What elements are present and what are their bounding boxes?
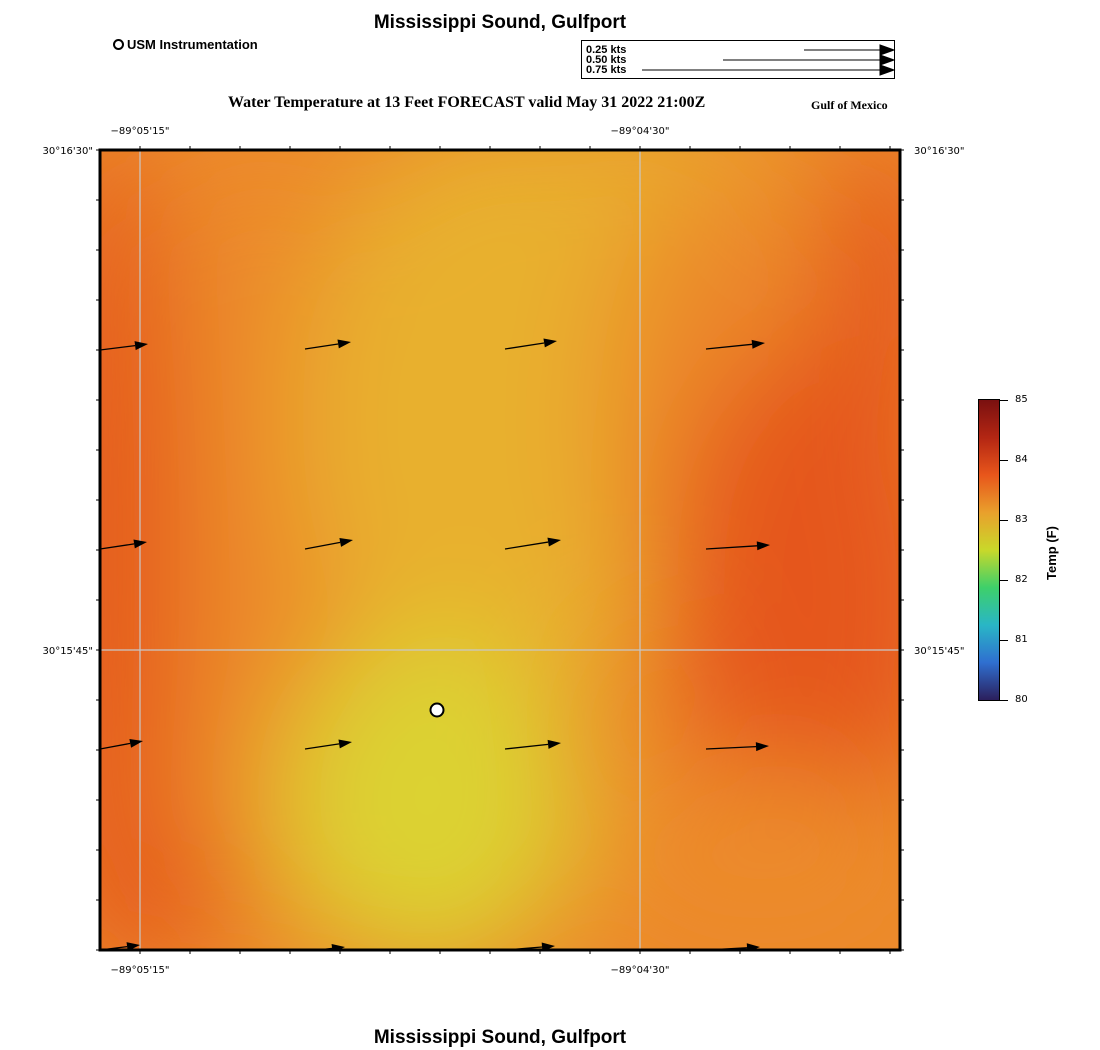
colorbar-label-80: 80 xyxy=(1015,694,1028,705)
colorbar-label-84: 84 xyxy=(1015,454,1028,465)
colorbar-tick xyxy=(1000,700,1008,701)
lat-label-left-2: 30°15'45" xyxy=(42,646,93,657)
station-marker-usm[interactable] xyxy=(429,702,445,718)
current-vector-arrow xyxy=(304,537,353,550)
colorbar-title: Temp (F) xyxy=(1044,526,1059,580)
current-vector-arrow xyxy=(100,341,148,351)
vector-legend-075: 0.75 kts xyxy=(586,64,627,76)
lon-label-bottom-1: −89°05'15" xyxy=(111,965,170,976)
lon-label-bottom-2: −89°04'30" xyxy=(611,965,670,976)
current-vector-arrow xyxy=(504,338,557,350)
temperature-colorbar xyxy=(978,399,1000,701)
region-label: Gulf of Mexico xyxy=(811,98,888,112)
colorbar-label-81: 81 xyxy=(1015,634,1028,645)
current-vector-arrow xyxy=(705,742,769,752)
colorbar-label-82: 82 xyxy=(1015,574,1028,585)
colorbar-tick xyxy=(1000,400,1008,401)
lon-label-top-2: −89°04'30" xyxy=(611,126,670,137)
vector-legend-arrows xyxy=(642,44,896,76)
temperature-field xyxy=(100,150,900,950)
current-vector-arrow xyxy=(304,339,351,350)
current-vector-arrow xyxy=(304,739,352,750)
lat-label-right-2: 30°15'45" xyxy=(914,646,965,657)
current-vector-arrow xyxy=(100,539,147,550)
colorbar-tick xyxy=(1000,520,1008,521)
graticule xyxy=(100,150,900,950)
temperature-map[interactable]: −89°05'15" −89°04'30" −89°05'15" −89°04'… xyxy=(0,0,1100,1000)
colorbar-label-85: 85 xyxy=(1015,394,1028,405)
colorbar-tick xyxy=(1000,460,1008,461)
lon-label-top-1: −89°05'15" xyxy=(111,126,170,137)
current-vector-arrow xyxy=(100,738,143,750)
station-legend-label: USM Instrumentation xyxy=(127,37,258,52)
colorbar-tick xyxy=(1000,580,1008,581)
colorbar-label-83: 83 xyxy=(1015,514,1028,525)
current-vector-arrow xyxy=(504,537,561,550)
lat-label-right-1: 30°16'30" xyxy=(914,146,965,157)
current-vector-arrow xyxy=(705,339,765,350)
colorbar-tick xyxy=(1000,640,1008,641)
station-marker-icon xyxy=(113,39,124,50)
map-title: Mississippi Sound, Gulfport xyxy=(373,12,627,33)
current-vector-arrow xyxy=(504,739,561,750)
current-vectors xyxy=(100,338,770,950)
station-legend: USM Instrumentation xyxy=(113,37,258,52)
vector-legend-025: 0.25 kts xyxy=(586,44,627,56)
map-subtitle: Water Temperature at 13 Feet FORECAST va… xyxy=(228,94,706,111)
lat-label-left-1: 30°16'30" xyxy=(42,146,93,157)
bottom-title: Mississippi Sound, Gulfport xyxy=(373,1027,627,1048)
vector-legend-050: 0.50 kts xyxy=(586,54,627,66)
current-vector-arrow xyxy=(705,541,770,551)
frame-ticks xyxy=(96,146,904,954)
vector-scale-legend: 0.25 kts 0.50 kts 0.75 kts xyxy=(581,40,896,79)
